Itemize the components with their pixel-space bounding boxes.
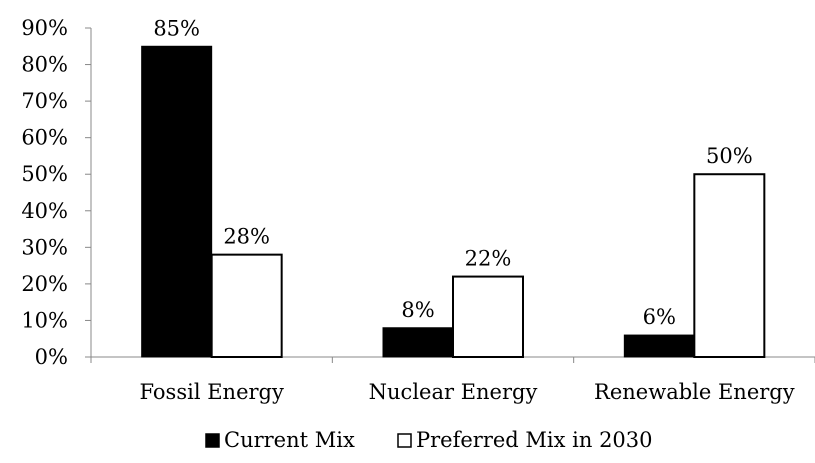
y-tick-label: 60% [21, 126, 68, 150]
y-tick-label: 0% [35, 345, 68, 369]
legend-label: Current Mix [224, 428, 355, 452]
legend-label: Preferred Mix in 2030 [416, 428, 653, 452]
data-label: 22% [465, 247, 512, 271]
data-label: 50% [706, 144, 753, 168]
bar-preferred-mix-2030 [693, 173, 766, 358]
bar-current-mix [382, 327, 454, 358]
data-label: 28% [223, 225, 270, 249]
bars [141, 45, 766, 359]
y-tick-label: 20% [21, 272, 68, 296]
y-tick-label: 50% [21, 162, 68, 186]
data-labels: 85% 28% 8% 22% 6% 50% [153, 16, 752, 329]
y-tick-label: 80% [21, 53, 68, 77]
legend-swatch [205, 433, 220, 448]
x-category-label: Nuclear Energy [369, 380, 538, 404]
y-tick-label: 10% [21, 308, 68, 332]
bar-preferred-mix-2030 [452, 275, 524, 359]
y-tick-label: 90% [21, 16, 68, 40]
data-label: 8% [401, 298, 434, 322]
legend: Current Mix Preferred Mix in 2030 [205, 428, 653, 452]
bar-current-mix [623, 334, 695, 358]
data-label: 85% [153, 16, 200, 40]
y-tick-label: 70% [21, 89, 68, 113]
y-tick-label: 40% [21, 199, 68, 223]
bar-preferred-mix-2030 [210, 253, 283, 358]
x-category-label: Renewable Energy [594, 380, 795, 404]
y-tick-label: 30% [21, 235, 68, 259]
bar-current-mix [141, 45, 213, 358]
data-label: 6% [643, 305, 676, 329]
x-category-label: Fossil Energy [139, 380, 283, 404]
axes: 0% 10% 20% 30% 40% 50% 60% 70% 80% 90% Fossil Ener… [21, 16, 815, 404]
legend-swatch [397, 433, 412, 448]
